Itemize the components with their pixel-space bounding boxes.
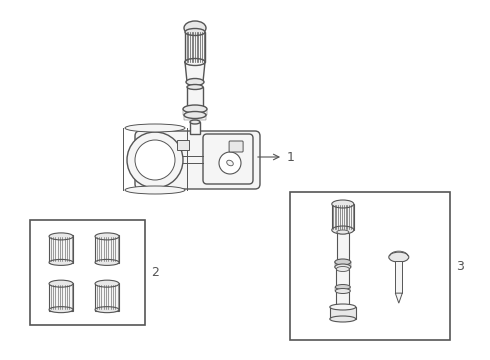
Ellipse shape (335, 259, 351, 265)
Polygon shape (395, 293, 402, 303)
Ellipse shape (95, 233, 119, 240)
Bar (184, 115, 206, 120)
Ellipse shape (185, 58, 205, 66)
Ellipse shape (187, 85, 203, 90)
Bar (49, 283, 73, 311)
Ellipse shape (125, 186, 185, 194)
Ellipse shape (95, 307, 119, 312)
Bar (337, 232, 349, 262)
Bar (30, 220, 145, 325)
Ellipse shape (190, 120, 200, 124)
Bar (395, 261, 402, 293)
Ellipse shape (332, 226, 354, 234)
Ellipse shape (186, 78, 204, 86)
Ellipse shape (49, 260, 73, 265)
Ellipse shape (335, 288, 350, 293)
Ellipse shape (332, 200, 354, 208)
Ellipse shape (336, 266, 349, 271)
FancyBboxPatch shape (203, 134, 253, 184)
Text: 2: 2 (151, 266, 159, 279)
Circle shape (127, 132, 183, 188)
Bar (95, 235, 119, 264)
Bar (95, 283, 119, 311)
Bar (336, 269, 349, 307)
Ellipse shape (49, 233, 73, 240)
Bar (183, 109, 207, 115)
Ellipse shape (183, 105, 207, 113)
Ellipse shape (227, 160, 233, 166)
Bar (335, 287, 350, 291)
Ellipse shape (49, 280, 73, 287)
Polygon shape (185, 62, 205, 82)
Bar (290, 192, 450, 340)
Ellipse shape (185, 28, 205, 36)
Bar (190, 122, 200, 134)
FancyBboxPatch shape (229, 141, 243, 152)
Ellipse shape (184, 112, 206, 118)
Ellipse shape (185, 59, 205, 65)
Ellipse shape (330, 316, 356, 322)
Ellipse shape (95, 280, 119, 287)
Ellipse shape (184, 21, 206, 35)
Ellipse shape (335, 264, 351, 270)
Ellipse shape (49, 307, 73, 312)
Bar (185, 32, 205, 62)
FancyBboxPatch shape (135, 131, 260, 189)
Ellipse shape (95, 260, 119, 265)
Ellipse shape (330, 304, 356, 310)
Ellipse shape (125, 124, 185, 132)
Text: 3: 3 (456, 260, 464, 273)
Bar (332, 204, 354, 230)
Bar (335, 262, 351, 267)
Bar (187, 87, 203, 109)
Circle shape (219, 152, 241, 174)
Text: 1: 1 (287, 150, 295, 163)
Ellipse shape (335, 284, 350, 289)
Circle shape (135, 140, 175, 180)
Bar (177, 140, 189, 150)
Ellipse shape (389, 252, 409, 262)
Ellipse shape (337, 230, 349, 234)
Bar (49, 235, 73, 264)
Bar (330, 307, 356, 319)
